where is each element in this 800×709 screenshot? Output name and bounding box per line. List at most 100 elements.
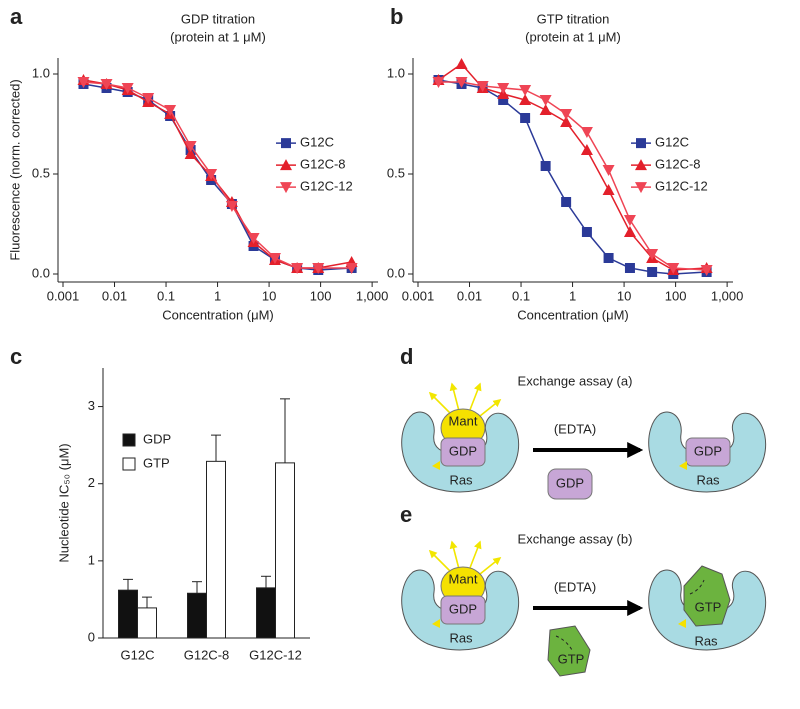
series-line — [83, 79, 352, 269]
diagram-title: Exchange assay (a) — [518, 373, 633, 388]
marker — [539, 95, 552, 106]
marker — [121, 83, 134, 94]
marker — [225, 201, 238, 212]
marker — [623, 226, 636, 237]
marker — [345, 263, 358, 274]
marker — [312, 263, 325, 274]
marker — [247, 233, 260, 244]
x-tick-label: 0.001 — [402, 288, 435, 303]
protein-text: Ras — [449, 472, 473, 487]
legend-swatch — [122, 457, 136, 471]
marker — [635, 182, 647, 194]
protein-text: Ras — [696, 472, 720, 487]
panel-letter: d — [400, 344, 413, 369]
marker — [560, 109, 573, 120]
y-tick-label: 1.0 — [32, 65, 50, 80]
mant-text: Mant — [449, 413, 478, 428]
released-text: GDP — [556, 475, 584, 490]
marker — [164, 105, 177, 116]
panel-letter: b — [390, 4, 403, 29]
x-tick-label: G12C-12 — [249, 647, 302, 662]
diagram-title: Exchange assay (b) — [518, 531, 633, 546]
panel-letter: e — [400, 502, 412, 527]
x-tick-label: 0.01 — [102, 288, 127, 303]
diagram-d: d Exchange assay (a) Mant GDP Ras (EDTA)… — [400, 344, 767, 500]
nucleotide-text: GTP — [695, 599, 722, 614]
switch — [432, 619, 440, 628]
x-tick-label: G12C — [121, 647, 155, 662]
bar — [256, 587, 276, 639]
y-tick-label: 2 — [88, 475, 95, 490]
y-tick-label: 0 — [88, 629, 95, 644]
bar — [206, 460, 226, 639]
product-nucleotide — [685, 437, 731, 467]
marker — [602, 184, 615, 195]
marker — [623, 215, 636, 226]
y-tick-label: 0.0 — [387, 265, 405, 280]
marker — [602, 165, 615, 176]
marker — [647, 267, 658, 277]
marker — [560, 116, 573, 127]
released-text: GTP — [558, 651, 585, 666]
y-axis-label: Fluorescence (norm. corrected) — [7, 79, 22, 260]
switch — [679, 461, 687, 470]
series-line — [83, 81, 352, 269]
y-tick-label: 1.0 — [387, 65, 405, 80]
y-tick-label: 0.5 — [387, 165, 405, 180]
reagent-text: (EDTA) — [554, 421, 596, 436]
legend-label: G12C — [300, 135, 334, 150]
x-tick-label: 0.1 — [512, 288, 530, 303]
panel-letter: a — [10, 4, 23, 29]
marker — [561, 197, 572, 207]
x-axis-label: Concentration (μM) — [517, 307, 629, 322]
legend-swatch — [122, 433, 136, 447]
nucleotide-text: GDP — [449, 601, 477, 616]
marker — [520, 113, 531, 123]
marker — [636, 138, 646, 149]
x-tick-label: 1,000 — [356, 288, 389, 303]
marker — [455, 58, 468, 69]
chart-subtitle: (protein at 1 μM) — [170, 29, 266, 44]
x-tick-label: 1 — [214, 288, 221, 303]
marker — [291, 263, 304, 274]
diagram-e: e Exchange assay (b) Mant GDP Ras (EDTA)… — [400, 502, 767, 677]
x-tick-label: 100 — [665, 288, 687, 303]
gdp-bound — [440, 437, 486, 467]
y-tick-label: 0.5 — [32, 165, 50, 180]
bar — [187, 592, 207, 639]
protein-text: Ras — [449, 630, 473, 645]
marker — [635, 159, 647, 171]
nucleotide-text: GDP — [694, 443, 722, 458]
free-nucleotide — [547, 468, 593, 500]
marker — [280, 182, 292, 194]
marker — [646, 249, 659, 260]
chart-title: GTP titration — [537, 11, 610, 26]
x-tick-label: 0.001 — [47, 288, 80, 303]
legend-label: GTP — [143, 455, 170, 470]
marker — [603, 253, 614, 263]
marker — [280, 159, 292, 171]
switch — [678, 619, 686, 628]
series-line — [438, 79, 707, 275]
x-tick-label: 1 — [569, 288, 576, 303]
marker — [100, 79, 113, 90]
x-tick-label: 0.1 — [157, 288, 175, 303]
product-nucleotide — [683, 565, 731, 627]
x-axis-label: Concentration (μM) — [162, 307, 274, 322]
bar — [118, 589, 138, 639]
x-tick-label: 10 — [617, 288, 631, 303]
y-tick-label: 1 — [88, 552, 95, 567]
series-line — [438, 81, 707, 271]
y-tick-label: 0.0 — [32, 265, 50, 280]
marker — [519, 94, 532, 105]
marker — [205, 169, 218, 180]
dash — [689, 579, 705, 595]
legend-label: G12C-12 — [300, 179, 353, 194]
marker — [142, 93, 155, 104]
legend-label: G12C-8 — [300, 157, 346, 172]
bar — [275, 462, 295, 639]
reagent-text: (EDTA) — [554, 579, 596, 594]
x-tick-label: 1,000 — [711, 288, 744, 303]
switch — [432, 461, 440, 470]
